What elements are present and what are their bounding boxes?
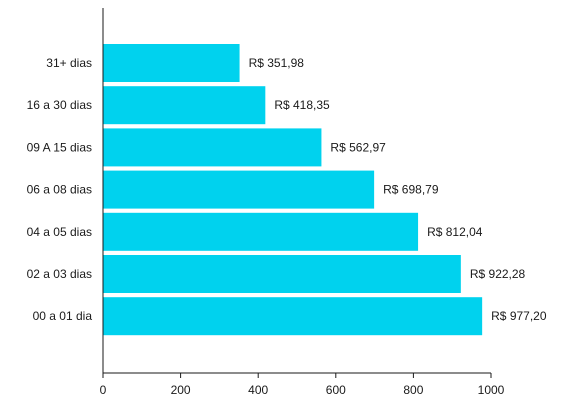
category-labels: 31+ dias 16 a 30 dias 09 A 15 dias 06 a 08 … [27, 56, 93, 323]
data-label-4: R$ 812,04 [427, 225, 483, 239]
x-tick-label-2: 400 [248, 383, 268, 397]
x-tick-label-4: 800 [403, 383, 423, 397]
category-label-5: 02 a 03 dias [27, 267, 92, 281]
x-tick-label-0: 0 [100, 383, 107, 397]
x-tick-label-5: 1000 [478, 383, 505, 397]
category-label-2: 09 A 15 dias [27, 140, 92, 154]
category-label-4: 04 a 05 dias [27, 225, 92, 239]
data-label-5: R$ 922,28 [470, 267, 526, 281]
bar-6 [103, 297, 483, 336]
data-label-1: R$ 418,35 [274, 98, 330, 112]
data-label-0: R$ 351,98 [249, 56, 305, 70]
data-labels: R$ 351,98 R$ 418,35 R$ 562,97 R$ 698,79 R$ 8… [249, 56, 547, 323]
x-tick-label-3: 600 [326, 383, 346, 397]
bar-1 [103, 86, 266, 125]
data-label-3: R$ 698,79 [383, 183, 439, 197]
x-axis-ticks: 0 200 400 600 800 1000 [100, 373, 505, 397]
bar-0 [103, 44, 240, 82]
data-label-2: R$ 562,97 [330, 140, 386, 154]
category-label-1: 16 a 30 dias [27, 98, 92, 112]
bar-4 [103, 212, 419, 251]
bars-group [103, 44, 483, 336]
category-label-0: 31+ dias [46, 56, 92, 70]
data-label-6: R$ 977,20 [491, 309, 547, 323]
category-label-3: 06 a 08 dias [27, 183, 92, 197]
bar-3 [103, 170, 375, 209]
category-label-6: 00 a 01 dia [33, 309, 93, 323]
bar-5 [103, 255, 461, 293]
x-tick-label-1: 200 [171, 383, 191, 397]
bar-2 [103, 128, 322, 167]
